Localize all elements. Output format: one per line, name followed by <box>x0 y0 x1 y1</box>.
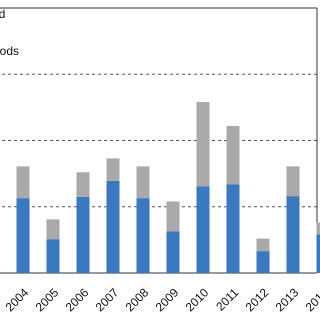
bar-segment <box>166 201 180 232</box>
legend-label: od <box>0 7 5 21</box>
bar-segment <box>16 198 30 273</box>
bar-segment <box>46 239 60 273</box>
bar-segment <box>76 196 90 273</box>
x-tick-label: 2013 <box>273 285 302 314</box>
bar-segment <box>226 184 240 273</box>
bar-segment <box>106 158 120 181</box>
x-tick-label: 2004 <box>3 285 32 314</box>
bar-segment <box>256 238 270 252</box>
bar-segment <box>106 180 120 273</box>
x-tick-label: 2011 <box>213 285 241 313</box>
x-tick-label: 2014 <box>303 285 320 314</box>
bar-segment <box>316 234 320 273</box>
bar-segment <box>166 231 180 273</box>
bar-segment <box>196 186 210 273</box>
bar-segment <box>286 166 300 197</box>
bar-segment <box>256 251 270 273</box>
x-tick-label: 2009 <box>153 285 182 314</box>
x-tick-label: 2008 <box>123 285 152 314</box>
x-tick-label: 2006 <box>63 285 92 314</box>
x-tick-label: 2010 <box>183 285 212 314</box>
bar-segment <box>226 125 240 185</box>
bar-segment <box>76 172 90 197</box>
legend-label: oods <box>0 44 19 58</box>
x-tick-label: 2012 <box>243 285 272 314</box>
bar-segment <box>16 166 30 199</box>
bar-segment <box>316 222 320 235</box>
bar-segment <box>136 198 150 273</box>
bar-segment <box>136 166 150 199</box>
bar-segment <box>46 219 60 240</box>
x-tick-label: 2007 <box>93 285 122 314</box>
bar-segment <box>196 102 210 187</box>
x-tick-label: 2003 <box>0 285 2 314</box>
x-tick-label: 2005 <box>33 285 62 314</box>
bar-segment <box>286 196 300 273</box>
